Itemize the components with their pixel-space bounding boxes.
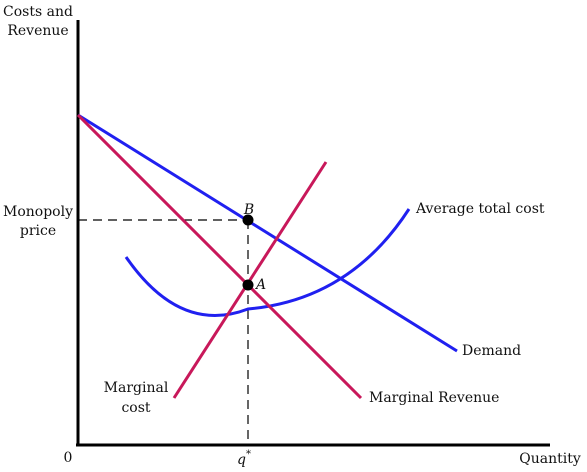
x-axis-label: Quantity [519, 451, 581, 467]
demand-curve [77, 113, 458, 353]
origin-label: 0 [64, 450, 73, 466]
point-b [242, 214, 254, 226]
q-star-superscript: * [246, 449, 251, 460]
marginal-revenue-label: Marginal Revenue [369, 390, 499, 406]
y-axis-label-line2: Revenue [7, 23, 68, 39]
marginal-revenue-curve [76, 113, 363, 400]
point-a-label: A [254, 277, 266, 293]
marginal-cost-label-line2: cost [121, 400, 150, 416]
point-a [242, 279, 254, 291]
average-total-cost-curve [124, 208, 411, 317]
y-axis-label-line1: Costs and [3, 4, 73, 20]
point-b-label: B [243, 202, 254, 218]
demand-label: Demand [462, 343, 521, 359]
q-star-label: q* [237, 449, 251, 468]
monopoly-price-label-line2: price [20, 223, 56, 239]
marginal-cost-label-line1: Marginal [104, 380, 169, 396]
average-total-cost-label: Average total cost [415, 201, 545, 217]
monopoly-price-label-line1: Monopoly [3, 204, 73, 220]
